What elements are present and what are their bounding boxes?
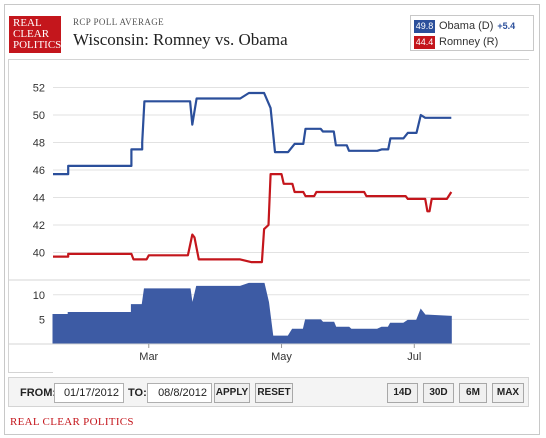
legend-obama-value: 49.8 (414, 19, 435, 33)
legend-romney: 44.4 Romney (R) (414, 35, 498, 49)
header-kicker: RCP POLL AVERAGE (73, 17, 165, 27)
romney-series-line (53, 173, 453, 264)
chart-legend: 49.8 Obama (D) +5.4 44.4 Romney (R) (410, 15, 534, 51)
range-max-button[interactable]: MAX (492, 383, 524, 403)
legend-obama: 49.8 Obama (D) +5.4 (414, 19, 515, 33)
from-label: FROM: (20, 387, 57, 399)
spread-y-ticks: 5 10 (33, 290, 45, 327)
main-y-ticks: 40 42 44 46 48 50 52 (33, 83, 45, 260)
logo-line-3: POLITICS (13, 39, 62, 51)
obama-series-line (53, 91, 452, 176)
main-y-tick-label: 48 (33, 138, 45, 150)
poll-chart: 40 42 44 46 48 50 52 5 10 Mar May Jul (9, 60, 530, 373)
page-title: Wisconsin: Romney vs. Obama (73, 30, 288, 49)
main-lines (53, 91, 453, 264)
from-date-input[interactable] (54, 383, 124, 403)
main-y-tick-label: 42 (33, 220, 45, 232)
chart-area: 40 42 44 46 48 50 52 5 10 Mar May Jul (8, 59, 530, 373)
x-ticks: Mar May Jul (139, 344, 421, 363)
spread-area (52, 282, 452, 345)
logo-line-1: REAL (13, 17, 42, 29)
x-tick-label: Mar (139, 351, 158, 363)
to-label: TO: (128, 387, 147, 399)
rcp-logo: REAL CLEAR POLITICS (9, 16, 61, 53)
range-14d-button[interactable]: 14D (387, 383, 418, 403)
main-y-tick-label: 46 (33, 165, 45, 177)
spread-y-tick-label: 5 (39, 314, 45, 326)
footer-brand: REAL CLEAR POLITICS (10, 416, 134, 428)
main-grid (53, 87, 529, 253)
legend-romney-name: Romney (R) (439, 36, 499, 48)
legend-obama-spread: +5.4 (497, 21, 516, 31)
main-y-tick-label: 52 (33, 83, 45, 95)
main-y-tick-label: 40 (33, 248, 45, 260)
range-6m-button[interactable]: 6M (459, 383, 487, 403)
reset-button[interactable]: RESET (255, 383, 293, 403)
spread-y-tick-label: 10 (33, 290, 45, 302)
logo-line-2: CLEAR (13, 28, 50, 40)
main-y-tick-label: 44 (33, 193, 45, 205)
x-tick-label: Jul (407, 351, 421, 363)
legend-romney-value: 44.4 (414, 35, 435, 49)
to-date-input[interactable] (147, 383, 212, 403)
legend-obama-name: Obama (D) (439, 20, 494, 32)
x-tick-label: May (271, 351, 292, 363)
date-controls: FROM: TO: APPLY RESET 14D 30D 6M MAX (8, 377, 529, 407)
range-30d-button[interactable]: 30D (423, 383, 454, 403)
spread-area-fill (52, 282, 452, 345)
apply-button[interactable]: APPLY (214, 383, 250, 403)
main-y-tick-label: 50 (33, 110, 45, 122)
